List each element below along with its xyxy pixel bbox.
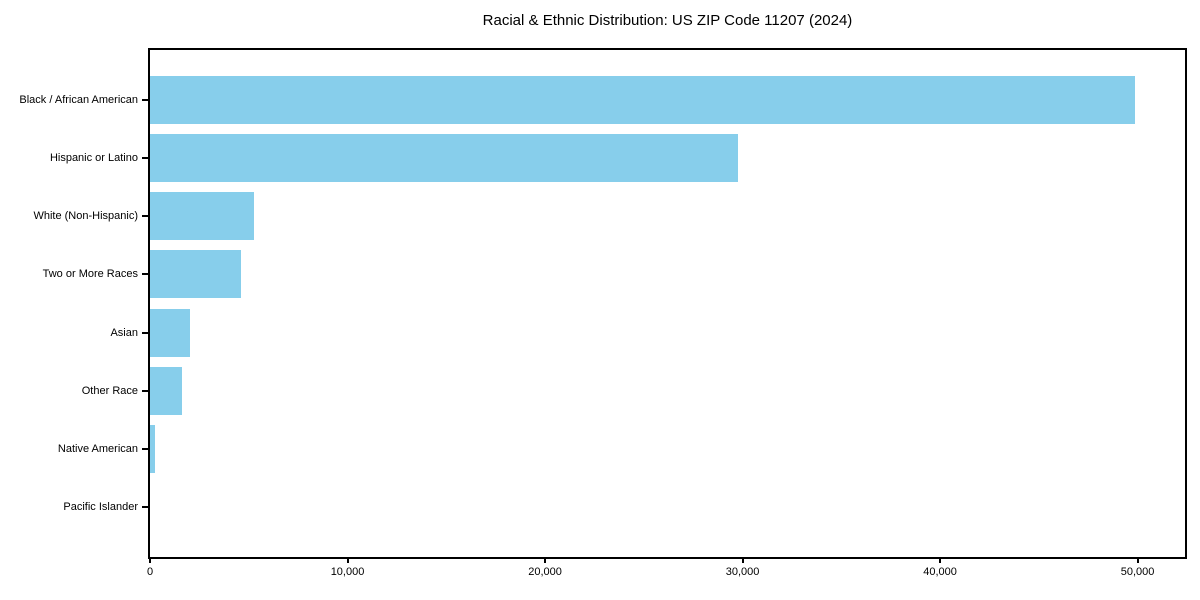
x-axis-tick-label: 50,000 — [1120, 566, 1155, 578]
x-axis-tick-label: 30,000 — [725, 566, 760, 578]
bar-row: Two or More Races — [43, 245, 1185, 303]
y-axis-label: Other Race — [81, 384, 138, 397]
plot-area: Black / African American Hispanic or Lati… — [19, 48, 1187, 559]
bar — [150, 192, 254, 241]
x-axis-tick-label: 10,000 — [330, 566, 365, 578]
x-axis-tick — [346, 557, 349, 563]
x-axis-tick-label: 20,000 — [528, 566, 562, 578]
y-axis-tick — [142, 215, 148, 218]
bar-row: Native American — [58, 420, 1185, 478]
bar — [150, 366, 182, 415]
x-axis-tick — [544, 557, 547, 563]
y-axis-tick — [142, 447, 148, 450]
bars-container: Black / African American Hispanic or Lati… — [19, 50, 1185, 557]
x-axis-tick-label: 40,000 — [923, 566, 957, 578]
bar-row: Black / African American — [19, 71, 1185, 129]
y-axis-label: Pacific Islander — [63, 500, 138, 513]
bar — [150, 308, 190, 357]
y-axis-tick — [142, 331, 148, 334]
bar-row: Hispanic or Latino — [50, 129, 1185, 187]
y-axis-tick — [142, 99, 148, 102]
bar — [150, 250, 241, 299]
bar-row: Other Race — [82, 362, 1185, 420]
x-axis-tick — [939, 557, 942, 563]
bar — [150, 134, 738, 183]
y-axis-label: Asian — [110, 326, 138, 339]
y-axis-tick — [142, 273, 148, 276]
y-axis-tick — [142, 505, 148, 508]
y-axis-label: White (Non-Hispanic) — [33, 210, 138, 223]
x-axis-tick-label: 0 — [146, 566, 154, 578]
y-axis-label: Native American — [57, 442, 138, 455]
y-axis-tick — [142, 157, 148, 160]
y-axis-label: Black / African American — [19, 94, 138, 107]
y-axis-tick — [142, 389, 148, 392]
bar — [150, 76, 1135, 125]
bar-row: Asian — [110, 304, 1185, 362]
y-axis-label: Two or More Races — [42, 268, 138, 281]
chart-title: Racial & Ethnic Distribution: US ZIP Cod… — [482, 12, 853, 29]
bar-row: Pacific Islander — [63, 478, 1185, 536]
y-axis-label: Hispanic or Latino — [49, 152, 138, 165]
bar-row: White (Non-Hispanic) — [33, 187, 1185, 245]
x-axis-tick — [1136, 557, 1139, 563]
x-axis: 0 10,000 20,000 30,000 40,000 50,000 — [146, 557, 1187, 597]
x-axis-tick — [149, 557, 151, 563]
bar — [150, 424, 155, 473]
x-axis-tick — [741, 557, 744, 563]
